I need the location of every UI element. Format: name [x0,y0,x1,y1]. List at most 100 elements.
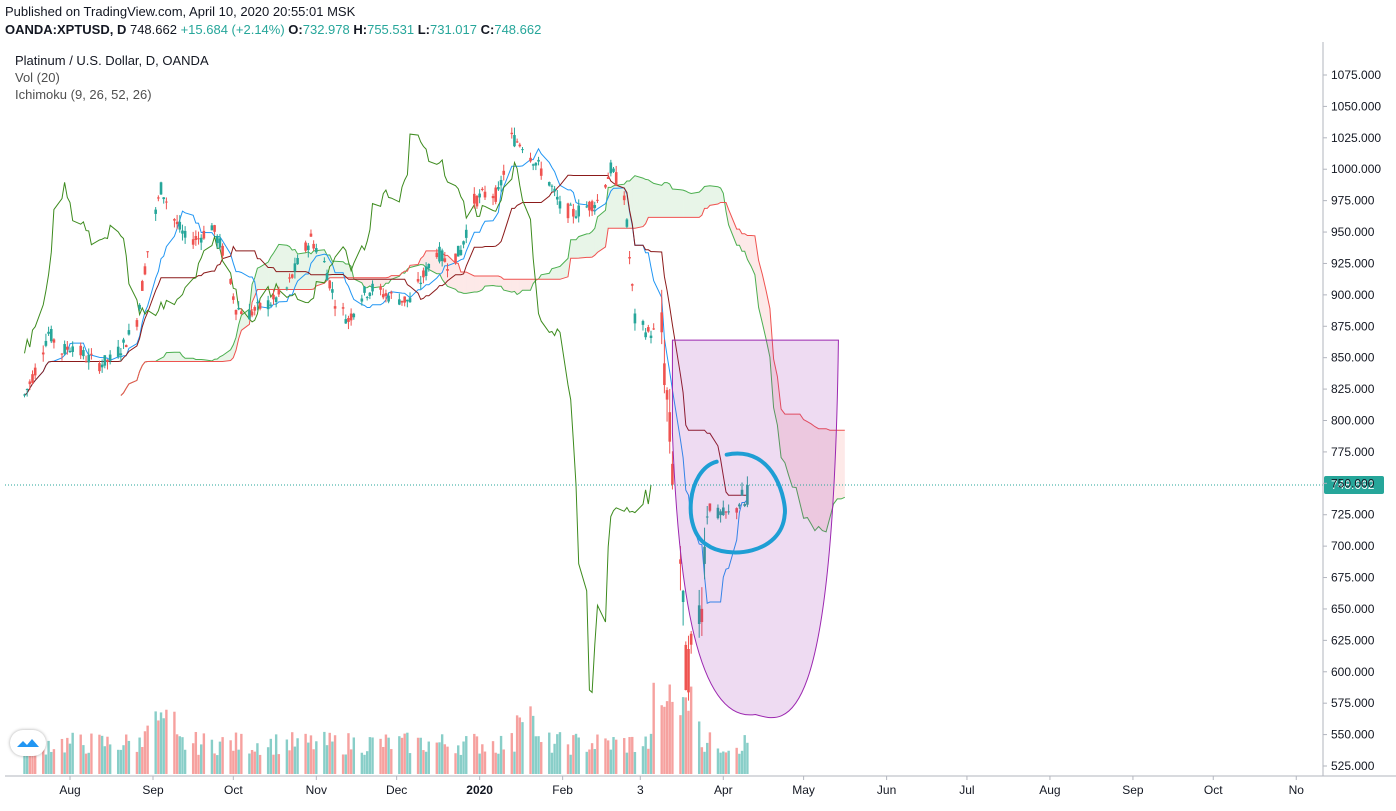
candle-body [41,352,45,355]
cloud-segment [642,178,646,227]
volume-bar [446,746,449,774]
y-tick-label: 675.000 [1331,571,1375,585]
cloud-segment [807,421,812,524]
volume-bar [398,736,401,774]
cloud-segment [276,244,279,290]
volume-bar [28,753,32,774]
cloud-segment [781,409,785,463]
x-tick-label: No [1289,783,1305,797]
candle-body [716,507,720,519]
volume-bar [553,743,556,774]
volume-bar [689,686,693,774]
candle-body [103,355,107,366]
y-tick-label: 850.000 [1331,351,1375,365]
volume-bar [237,749,240,774]
x-tick-label: Sep [142,783,164,797]
senkou-span-b [120,202,845,431]
cloud-segment [222,349,231,362]
candle-body [277,289,281,295]
cloud-segment [685,191,689,218]
candle-body [363,286,366,293]
high-value: 755.531 [367,22,415,37]
candle-body [90,353,93,355]
chart-header: Published on TradingView.com, April 10, … [0,0,1396,42]
cloud-segment [474,276,477,293]
candle-body [379,286,382,290]
volume-bar [60,738,64,774]
candle-body [596,199,599,201]
volume-bar [84,753,88,774]
candle-body [481,188,484,190]
candle-body [68,350,72,353]
volume-bar [173,711,176,774]
candle-body [344,319,348,324]
candle-body [440,250,444,262]
volume-bar [360,752,364,774]
volume-bar [103,746,107,774]
volume-bar [491,741,495,774]
last-price-tag [1324,475,1384,494]
y-tick-label: 575.000 [1331,696,1375,710]
candle-body [668,412,672,442]
volume-bar [513,751,516,774]
candle-body [590,201,594,212]
y-tick-label: 600.000 [1331,665,1375,679]
volume-bar [315,741,318,774]
symbol-label: OANDA:XPTUSD, D [5,22,127,37]
candle-body [106,359,109,363]
volume-bar [371,737,374,774]
candle-body [628,257,631,259]
volume-bar [708,732,712,774]
volume-bar [344,754,347,774]
volume-bar [706,742,709,774]
cloud-segment [466,272,475,294]
y-tick-label: 700.000 [1331,539,1375,553]
y-tick-label: 925.000 [1331,256,1375,270]
candle-body [218,238,222,248]
volume-bar [304,733,307,774]
volume-bar [288,750,291,774]
candle-body [290,274,294,278]
volume-bar [540,742,543,774]
volume-bar [556,734,559,774]
candle-body [689,633,693,645]
cloud-segment [233,337,236,358]
candle-body [478,193,481,198]
cloud-segment [460,272,464,294]
volume-bar [483,751,487,774]
candle-body [237,307,240,310]
volume-bar [478,753,481,774]
candle-body [671,463,674,485]
candle-body [25,388,29,390]
candle-body [387,295,390,302]
volume-bar [387,737,390,774]
cloud-segment [784,414,789,476]
candle-body [127,330,131,335]
candle-body [234,309,238,315]
low-label: L: [417,22,430,37]
cloud-segment [796,414,800,504]
cloud-segment [361,277,365,288]
candle-body [462,241,465,245]
cloud-segment [814,426,819,531]
close-label: C: [480,22,495,37]
volume-bar [700,747,704,774]
candle-body [585,206,589,208]
candle-body [459,249,463,256]
cloud-segment [751,235,755,275]
candle-body [256,302,259,304]
candle-body [652,328,655,330]
candle-body [588,201,591,211]
volume-bar [266,747,270,774]
x-tick-label: Aug [59,783,80,797]
candle-body [181,230,184,234]
volume-bar [382,746,385,774]
candle-body [630,284,634,286]
tradingview-logo[interactable] [10,730,46,756]
cloud-segment [380,277,384,287]
legend-volume: Vol (20) [15,70,60,85]
y-tick-label: 800.000 [1331,414,1375,428]
volume-bar [234,732,238,774]
cloud-segment [485,276,494,287]
